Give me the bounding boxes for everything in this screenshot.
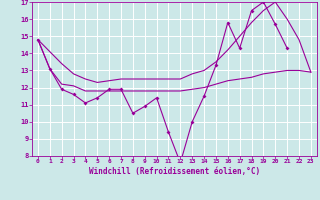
X-axis label: Windchill (Refroidissement éolien,°C): Windchill (Refroidissement éolien,°C): [89, 167, 260, 176]
